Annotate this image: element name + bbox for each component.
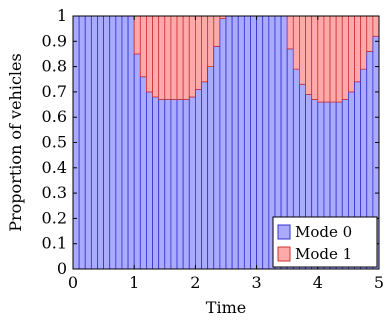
bars-layer [72,15,380,270]
bar-mode-0 [250,15,257,270]
x-tick-label: 4 [313,273,323,292]
bar-mode-0 [90,15,98,270]
bar-mode-0 [237,15,245,270]
bar-mode-0 [176,99,184,270]
bar-mode-1 [213,15,221,47]
bar-mode-0 [225,15,233,270]
bar-mode-1 [201,15,209,83]
bar-mode-0 [84,15,92,270]
bar-mode-0 [139,76,147,270]
x-tick-label: 5 [374,273,384,292]
bar-mode-1 [188,15,196,98]
bar-mode-1 [176,15,184,100]
y-tick-label: 0.6 [42,107,67,126]
bar-mode-1 [152,15,160,98]
bar-mode-0 [164,99,172,270]
axis-tick-labels: 0 1 2 3 4 5 0 0.1 0.2 0.3 0.4 0.5 0.6 0.7 0.8 0.9 1 [42,6,385,292]
bar-mode-0 [256,15,264,270]
y-tick-label: 0.3 [42,183,67,202]
bar-mode-0 [213,45,221,270]
bar-mode-1 [182,15,190,100]
y-axis-label: Proportion of vehicles [6,53,25,231]
bar-mode-0 [146,91,153,270]
legend-swatch-mode-1 [277,246,291,262]
y-tick-label: 0.4 [42,158,67,177]
bar-mode-1 [329,15,337,103]
bar-mode-1 [335,15,343,103]
x-tick-label: 0 [68,273,78,292]
bar-mode-0 [115,15,123,270]
bar-mode-0 [231,15,239,270]
bar-mode-0 [182,99,190,270]
bar-mode-1 [292,15,300,70]
bar-mode-0 [243,15,251,270]
y-tick-label: 0.8 [42,57,67,76]
legend: Mode 0 Mode 1 [272,216,378,268]
bar-mode-0 [201,81,209,270]
bar-mode-1 [366,15,374,52]
bar-mode-0 [207,66,215,270]
bar-mode-0 [97,15,105,270]
bar-mode-0 [158,99,166,270]
y-tick-label: 0.1 [42,234,67,253]
bar-mode-0 [103,15,111,270]
bar-mode-0 [78,15,86,270]
bar-mode-0 [152,96,160,270]
bar-mode-1 [170,15,178,100]
bar-mode-0 [219,18,227,270]
bar-mode-1 [299,15,306,85]
bar-mode-0 [194,88,202,270]
bar-mode-0 [262,15,270,270]
bar-mode-0 [109,15,117,270]
bar-mode-1 [207,15,215,67]
x-tick-label: 2 [190,273,200,292]
bar-mode-1 [354,15,362,83]
bar-mode-1 [317,15,325,103]
bar-mode-1 [372,15,380,37]
y-tick-label: 0.2 [42,208,67,227]
y-tick-label: 0.7 [42,82,67,101]
legend-label-mode-1: Mode 1 [295,245,352,263]
bar-mode-1 [133,15,141,55]
bar-mode-1 [139,15,147,78]
y-tick-label: 0 [57,259,67,278]
y-tick-label: 0.9 [42,31,67,50]
y-tick-label: 0.5 [42,133,67,152]
bar-mode-1 [311,15,319,100]
x-tick-label: 1 [129,273,139,292]
bar-mode-1 [164,15,172,100]
bar-mode-1 [360,15,368,70]
legend-swatch-mode-0 [277,224,291,240]
bar-mode-1 [158,15,166,100]
bar-mode-0 [133,53,141,270]
legend-label-mode-0: Mode 0 [295,223,352,241]
bar-mode-1 [286,15,294,50]
bar-mode-1 [323,15,331,103]
bar-mode-0 [121,15,129,270]
bar-mode-1 [347,15,355,93]
x-tick-label: 3 [252,273,262,292]
bar-mode-0 [188,96,196,270]
bar-mode-0 [170,99,178,270]
y-tick-label: 1 [57,6,67,25]
bar-mode-0 [127,15,135,270]
bar-mode-1 [305,15,313,95]
bar-mode-1 [341,15,349,100]
bar-mode-1 [146,15,153,93]
bar-mode-1 [194,15,202,90]
x-axis-label: Time [206,298,246,317]
